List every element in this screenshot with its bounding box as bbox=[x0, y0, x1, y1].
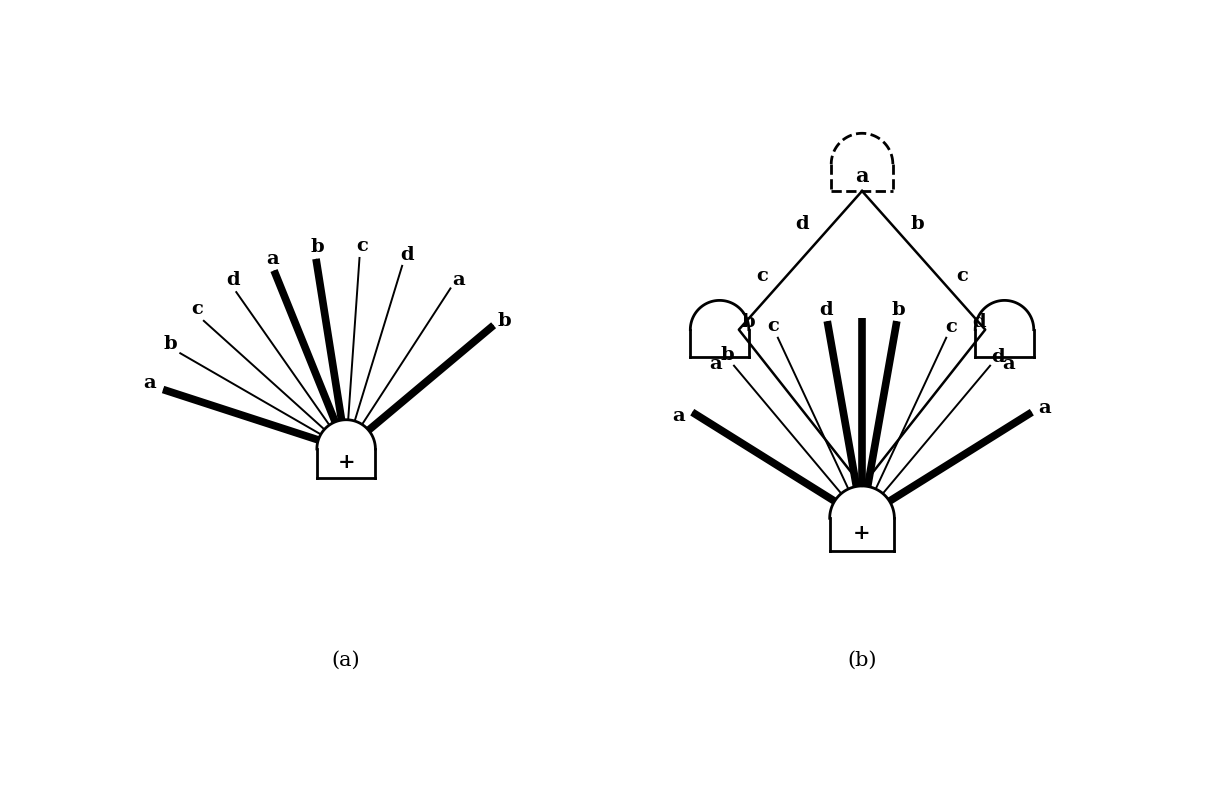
Text: c: c bbox=[190, 300, 202, 318]
Text: a: a bbox=[672, 407, 684, 425]
Text: a: a bbox=[710, 356, 722, 374]
Text: (b): (b) bbox=[847, 651, 877, 670]
Text: +: + bbox=[337, 452, 355, 472]
Text: b: b bbox=[892, 301, 905, 319]
Text: a: a bbox=[1038, 399, 1051, 416]
Text: b: b bbox=[911, 215, 924, 233]
Text: d: d bbox=[225, 271, 240, 289]
Text: (a): (a) bbox=[331, 651, 360, 670]
Text: d: d bbox=[819, 301, 833, 319]
Text: d: d bbox=[400, 246, 413, 264]
Text: a: a bbox=[143, 374, 155, 393]
Text: b: b bbox=[721, 346, 734, 364]
Text: b: b bbox=[164, 334, 177, 352]
Text: a: a bbox=[266, 250, 278, 268]
Text: a: a bbox=[1003, 356, 1015, 374]
Text: c: c bbox=[357, 237, 369, 255]
Text: c: c bbox=[946, 318, 957, 336]
Text: c: c bbox=[756, 267, 768, 284]
Text: b: b bbox=[741, 313, 754, 331]
Text: d: d bbox=[992, 348, 1005, 367]
Text: a: a bbox=[452, 271, 465, 289]
Text: d: d bbox=[795, 215, 809, 233]
Text: b: b bbox=[498, 311, 511, 329]
Text: c: c bbox=[957, 267, 968, 284]
Text: a: a bbox=[856, 166, 869, 186]
Text: b: b bbox=[311, 239, 324, 256]
Text: d: d bbox=[972, 313, 986, 331]
Text: c: c bbox=[768, 317, 780, 335]
Text: +: + bbox=[853, 523, 871, 543]
